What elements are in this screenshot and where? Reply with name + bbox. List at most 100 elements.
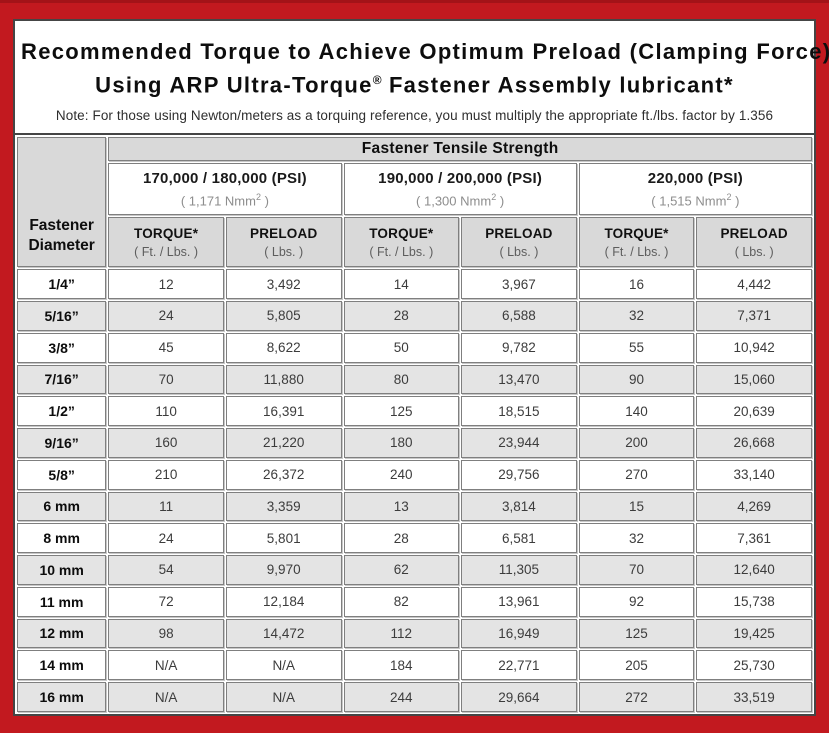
torque-value-cell: 16 xyxy=(578,269,695,300)
torque-value-cell: 24 xyxy=(108,301,224,331)
table-row: 14 mm N/A N/A 184 22,771 205 25,730 xyxy=(17,650,812,681)
psi-label: 190,000 / 200,000 (PSI) xyxy=(378,170,543,188)
torque-value-cell: 82 xyxy=(343,586,460,617)
preload-value-cell: 15,060 xyxy=(696,364,812,395)
preload-value-cell: 25,730 xyxy=(696,650,812,681)
preload-value-cell: 10,942 xyxy=(696,332,812,363)
row-label: 5/16” xyxy=(17,301,107,331)
preload-value-cell: 26,668 xyxy=(696,428,812,458)
torque-value-cell: 13 xyxy=(343,491,460,522)
torque-value-cell: 72 xyxy=(108,586,224,617)
table-row: 1/2” 110 16,391 125 18,515 140 20,639 xyxy=(17,396,812,427)
torque-value-cell: 70 xyxy=(578,555,695,585)
torque-value-cell: 180 xyxy=(343,428,460,458)
row-label: 11 mm xyxy=(17,586,107,617)
row-label: 7/16” xyxy=(17,364,107,395)
preload-column-header: PRELOAD ( Lbs. ) xyxy=(225,217,342,268)
preload-value-cell: 5,805 xyxy=(225,301,342,331)
preload-value-cell: 19,425 xyxy=(696,618,812,649)
preload-value-cell: 29,664 xyxy=(461,682,577,712)
registered-trademark-symbol: ® xyxy=(372,73,382,87)
torque-value-cell: 28 xyxy=(343,523,460,554)
torque-value-cell: 240 xyxy=(343,459,460,490)
preload-value-cell: 7,371 xyxy=(696,301,812,331)
torque-value-cell: 15 xyxy=(578,491,695,522)
torque-column-header: TORQUE* ( Ft. / Lbs. ) xyxy=(108,217,224,268)
row-label: 3/8” xyxy=(17,332,107,363)
row-label: 8 mm xyxy=(17,523,107,554)
preload-value-cell: 33,519 xyxy=(696,682,812,712)
preload-value-cell: 20,639 xyxy=(696,396,812,427)
conversion-note: Note: For those using Newton/meters as a… xyxy=(55,108,774,124)
torque-value-cell: 28 xyxy=(343,301,460,331)
row-label: 6 mm xyxy=(17,491,107,522)
table-row: 12 mm 98 14,472 112 16,949 125 19,425 xyxy=(17,618,812,649)
psi-group-header-row: 170,000 / 180,000 (PSI) ( 1,171 Nmm2 ) 1… xyxy=(17,163,812,216)
psi-group-190-200: 190,000 / 200,000 (PSI) ( 1,300 Nmm2 ) xyxy=(343,163,577,216)
preload-value-cell: 23,944 xyxy=(461,428,577,458)
torque-value-cell: 80 xyxy=(343,364,460,395)
preload-value-cell: 3,359 xyxy=(225,491,342,522)
psi-group-170-180: 170,000 / 180,000 (PSI) ( 1,171 Nmm2 ) xyxy=(108,163,342,216)
torque-value-cell: 272 xyxy=(578,682,695,712)
preload-value-cell: 6,588 xyxy=(461,301,577,331)
torque-value-cell: 125 xyxy=(578,618,695,649)
table-row: 16 mm N/A N/A 244 29,664 272 33,519 xyxy=(17,682,812,712)
title-block: Recommended Torque to Achieve Optimum Pr… xyxy=(15,21,829,133)
preload-value-cell: 12,640 xyxy=(696,555,812,585)
torque-value-cell: 62 xyxy=(343,555,460,585)
preload-value-cell: 11,305 xyxy=(461,555,577,585)
preload-value-cell: 22,771 xyxy=(461,650,577,681)
row-label: 1/4” xyxy=(17,269,107,300)
preload-value-cell: 7,361 xyxy=(696,523,812,554)
row-label: 16 mm xyxy=(17,682,107,712)
preload-value-cell: N/A xyxy=(225,682,342,712)
torque-value-cell: 11 xyxy=(108,491,224,522)
chart-page: Recommended Torque to Achieve Optimum Pr… xyxy=(13,19,829,716)
torque-column-header: TORQUE* ( Ft. / Lbs. ) xyxy=(343,217,460,268)
preload-value-cell: 16,949 xyxy=(461,618,577,649)
torque-value-cell: 98 xyxy=(108,618,224,649)
preload-value-cell: 33,140 xyxy=(696,459,812,490)
preload-value-cell: 15,738 xyxy=(696,586,812,617)
row-label: 5/8” xyxy=(17,459,107,490)
column-header-row: TORQUE* ( Ft. / Lbs. ) PRELOAD ( Lbs. ) … xyxy=(17,217,812,268)
torque-value-cell: N/A xyxy=(108,682,224,712)
torque-value-cell: 125 xyxy=(343,396,460,427)
preload-value-cell: 9,970 xyxy=(225,555,342,585)
preload-value-cell: 12,184 xyxy=(225,586,342,617)
torque-value-cell: 140 xyxy=(578,396,695,427)
preload-value-cell: 13,961 xyxy=(461,586,577,617)
table-row: 11 mm 72 12,184 82 13,961 92 15,738 xyxy=(17,586,812,617)
tensile-strength-header: Fastener Tensile Strength xyxy=(108,137,812,162)
torque-value-cell: 70 xyxy=(108,364,224,395)
preload-value-cell: 4,269 xyxy=(696,491,812,522)
preload-value-cell: 3,814 xyxy=(461,491,577,522)
table-row: 5/8” 210 26,372 240 29,756 270 33,140 xyxy=(17,459,812,490)
preload-value-cell: 5,801 xyxy=(225,523,342,554)
torque-value-cell: 32 xyxy=(578,301,695,331)
table-row: 6 mm 11 3,359 13 3,814 15 4,269 xyxy=(17,491,812,522)
preload-value-cell: 9,782 xyxy=(461,332,577,363)
row-label: 12 mm xyxy=(17,618,107,649)
torque-value-cell: 244 xyxy=(343,682,460,712)
preload-value-cell: 13,470 xyxy=(461,364,577,395)
preload-value-cell: 3,492 xyxy=(225,269,342,300)
preload-value-cell: 4,442 xyxy=(696,269,812,300)
title-line2-pre: Using ARP Ultra-Torque xyxy=(95,72,373,98)
torque-value-cell: 24 xyxy=(108,523,224,554)
torque-value-cell: 90 xyxy=(578,364,695,395)
torque-value-cell: 54 xyxy=(108,555,224,585)
torque-value-cell: 200 xyxy=(578,428,695,458)
preload-value-cell: 29,756 xyxy=(461,459,577,490)
nmm-label: ( 1,300 Nmm2 ) xyxy=(416,192,505,209)
psi-label: 170,000 / 180,000 (PSI) xyxy=(142,170,307,188)
torque-value-cell: 160 xyxy=(108,428,224,458)
psi-label: 220,000 (PSI) xyxy=(647,170,743,188)
torque-value-cell: 55 xyxy=(578,332,695,363)
table-row: 1/4” 12 3,492 14 3,967 16 4,442 xyxy=(17,269,812,300)
preload-column-header: PRELOAD ( Lbs. ) xyxy=(696,217,812,268)
nmm-label: ( 1,515 Nmm2 ) xyxy=(651,192,740,209)
table-row: 3/8” 45 8,622 50 9,782 55 10,942 xyxy=(17,332,812,363)
